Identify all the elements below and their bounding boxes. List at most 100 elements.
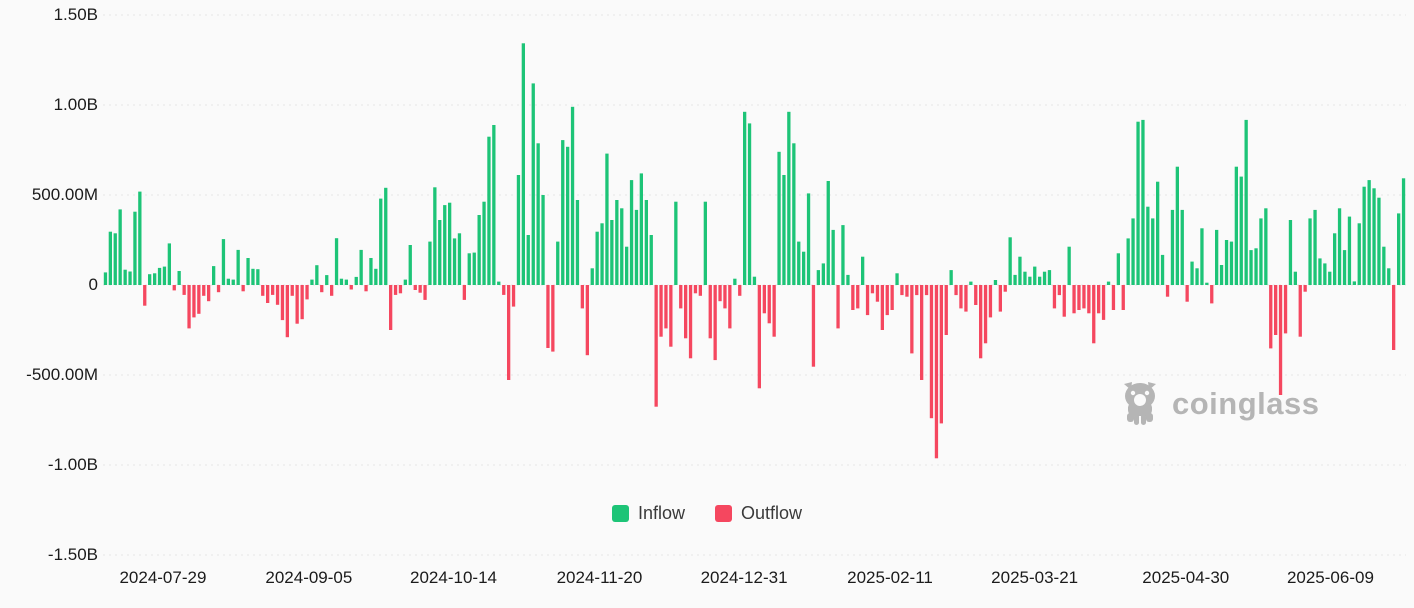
inflow-bar[interactable]: [1008, 237, 1012, 285]
inflow-bar[interactable]: [821, 263, 825, 285]
inflow-bar[interactable]: [1195, 268, 1199, 285]
outflow-bar[interactable]: [1092, 285, 1096, 344]
outflow-bar[interactable]: [684, 285, 688, 339]
inflow-bar[interactable]: [634, 209, 639, 285]
outflow-bar[interactable]: [738, 285, 742, 296]
inflow-bar[interactable]: [747, 123, 752, 286]
inflow-bar[interactable]: [1215, 229, 1219, 285]
outflow-bar[interactable]: [330, 285, 334, 296]
outflow-bar[interactable]: [187, 285, 191, 329]
inflow-bar[interactable]: [620, 208, 624, 285]
inflow-bar[interactable]: [1141, 119, 1145, 286]
inflow-bar[interactable]: [615, 200, 619, 285]
outflow-bar[interactable]: [772, 285, 776, 337]
inflow-bar[interactable]: [1170, 209, 1175, 285]
inflow-bar[interactable]: [575, 200, 580, 285]
inflow-bar[interactable]: [605, 153, 609, 285]
inflow-bar[interactable]: [315, 265, 319, 285]
outflow-bar[interactable]: [1274, 285, 1278, 335]
outflow-bar[interactable]: [197, 285, 201, 314]
inflow-bar[interactable]: [1377, 197, 1381, 285]
inflow-bar[interactable]: [148, 274, 152, 285]
outflow-bar[interactable]: [285, 285, 289, 338]
inflow-bar[interactable]: [674, 201, 678, 285]
inflow-bar[interactable]: [1160, 254, 1165, 285]
outflow-bar[interactable]: [585, 285, 589, 356]
inflow-bar[interactable]: [153, 273, 157, 285]
inflow-bar[interactable]: [374, 268, 378, 285]
inflow-bar[interactable]: [1357, 223, 1361, 285]
inflow-bar[interactable]: [1337, 208, 1342, 285]
inflow-bar[interactable]: [526, 235, 530, 285]
outflow-bar[interactable]: [659, 285, 663, 337]
inflow-bar[interactable]: [1382, 246, 1386, 285]
outflow-bar[interactable]: [757, 285, 761, 389]
inflow-bar[interactable]: [1288, 220, 1293, 285]
outflow-bar[interactable]: [762, 285, 766, 314]
inflow-bar[interactable]: [497, 281, 501, 285]
inflow-bar[interactable]: [256, 269, 260, 285]
inflow-bar[interactable]: [1146, 206, 1150, 285]
inflow-bar[interactable]: [1033, 266, 1037, 285]
inflow-bar[interactable]: [359, 249, 363, 285]
outflow-bar[interactable]: [192, 285, 196, 318]
outflow-bar[interactable]: [1210, 285, 1214, 304]
outflow-bar[interactable]: [261, 285, 265, 296]
inflow-bar[interactable]: [157, 267, 162, 285]
outflow-bar[interactable]: [423, 285, 427, 300]
outflow-bar[interactable]: [1003, 285, 1007, 292]
inflow-bar[interactable]: [1023, 271, 1027, 285]
outflow-bar[interactable]: [398, 285, 403, 294]
inflow-bar[interactable]: [1367, 180, 1371, 285]
inflow-bar[interactable]: [1151, 218, 1155, 285]
outflow-bar[interactable]: [413, 285, 417, 290]
inflow-bar[interactable]: [846, 274, 850, 285]
outflow-bar[interactable]: [939, 285, 943, 424]
inflow-bar[interactable]: [428, 241, 432, 285]
outflow-bar[interactable]: [172, 285, 176, 291]
outflow-bar[interactable]: [418, 285, 422, 293]
inflow-bar[interactable]: [1342, 250, 1347, 285]
inflow-bar[interactable]: [1372, 188, 1376, 285]
outflow-bar[interactable]: [905, 285, 909, 297]
inflow-bar[interactable]: [1234, 166, 1238, 285]
inflow-bar[interactable]: [103, 272, 108, 285]
outflow-bar[interactable]: [688, 285, 693, 359]
inflow-bar[interactable]: [325, 275, 329, 285]
outflow-bar[interactable]: [1087, 285, 1091, 314]
inflow-bar[interactable]: [369, 258, 373, 285]
inflow-bar[interactable]: [472, 252, 476, 285]
inflow-bar[interactable]: [1047, 270, 1052, 285]
outflow-bar[interactable]: [1303, 285, 1307, 292]
inflow-bar[interactable]: [590, 268, 594, 285]
inflow-bar[interactable]: [1067, 246, 1071, 285]
outflow-bar[interactable]: [389, 285, 393, 330]
inflow-bar[interactable]: [1116, 253, 1120, 285]
inflow-bar[interactable]: [108, 231, 112, 285]
outflow-bar[interactable]: [1101, 285, 1106, 320]
inflow-bar[interactable]: [969, 281, 973, 285]
outflow-bar[interactable]: [1283, 285, 1288, 334]
inflow-bar[interactable]: [841, 225, 845, 285]
inflow-bar[interactable]: [1224, 240, 1229, 285]
outflow-bar[interactable]: [811, 285, 816, 367]
inflow-bar[interactable]: [1244, 119, 1248, 286]
inflow-bar[interactable]: [457, 233, 462, 285]
outflow-bar[interactable]: [143, 285, 147, 306]
outflow-bar[interactable]: [998, 285, 1002, 312]
inflow-bar[interactable]: [1190, 261, 1194, 285]
inflow-bar[interactable]: [949, 270, 953, 285]
inflow-bar[interactable]: [443, 205, 447, 285]
inflow-bar[interactable]: [531, 83, 535, 286]
outflow-bar[interactable]: [851, 285, 855, 310]
outflow-bar[interactable]: [679, 285, 683, 309]
inflow-bar[interactable]: [629, 180, 634, 285]
outflow-bar[interactable]: [1097, 285, 1101, 314]
inflow-bar[interactable]: [1219, 265, 1224, 285]
outflow-bar[interactable]: [924, 285, 929, 296]
inflow-bar[interactable]: [123, 269, 127, 285]
inflow-bar[interactable]: [1131, 218, 1135, 285]
inflow-bar[interactable]: [310, 279, 314, 285]
inflow-bar[interactable]: [1333, 233, 1337, 285]
